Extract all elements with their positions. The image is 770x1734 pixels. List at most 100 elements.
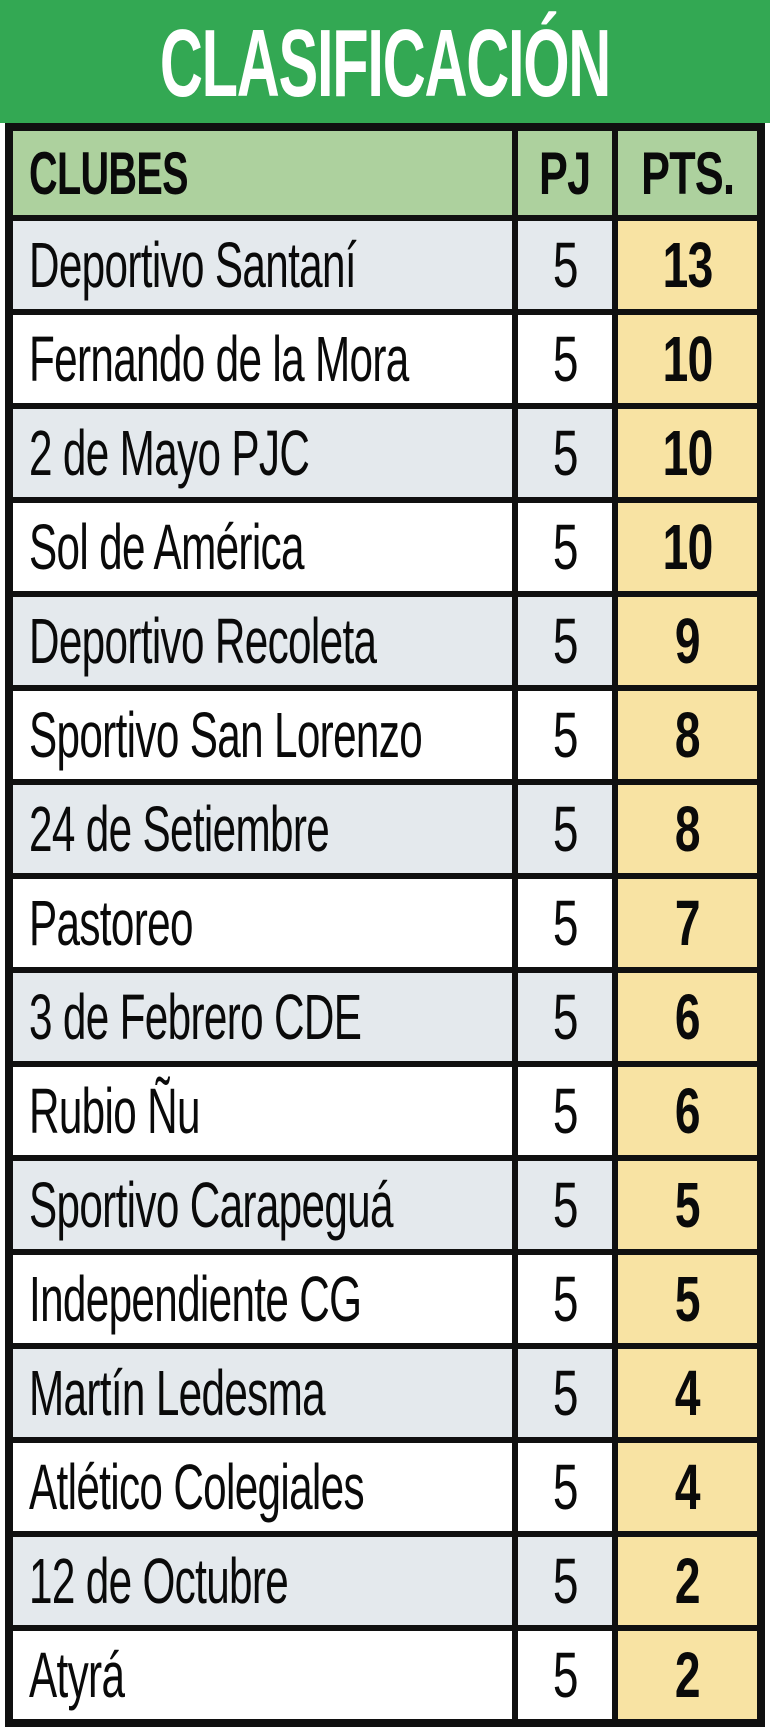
club-cell: Sportivo Carapeguá [6,1155,518,1255]
pj-cell: 5 [512,497,618,597]
pj-cell: 5 [512,1343,618,1443]
pts-cell: 9 [612,591,764,691]
table-row: 2 de Mayo PJC 5 10 [6,403,764,503]
pj-value: 5 [552,887,579,959]
pj-cell: 5 [512,591,618,691]
pts-value: 13 [662,229,714,301]
title-banner: CLASIFICACIÓN [0,0,770,123]
table-row: 3 de Febrero CDE 5 6 [6,967,764,1067]
column-header-clubs-label: CLUBES [29,139,189,207]
pts-cell: 10 [612,309,764,409]
club-name: Pastoreo [29,887,193,959]
pts-value: 10 [662,511,714,583]
pj-cell: 5 [512,1249,618,1349]
pts-cell: 7 [612,873,764,973]
club-name: 3 de Febrero CDE [29,981,362,1053]
table-row: Martín Ledesma 5 4 [6,1343,764,1443]
club-name: 24 de Setiembre [29,793,330,865]
pj-value: 5 [552,1545,579,1617]
club-name: Rubio Ñu [29,1075,200,1147]
pts-cell: 6 [612,967,764,1067]
club-cell: 3 de Febrero CDE [6,967,518,1067]
pts-cell: 4 [612,1343,764,1443]
club-cell: Rubio Ñu [6,1061,518,1161]
club-name: Sportivo San Lorenzo [29,699,423,771]
pts-cell: 8 [612,685,764,785]
pj-value: 5 [552,1451,579,1523]
pj-cell: 5 [512,403,618,503]
club-name: Sportivo Carapeguá [29,1169,393,1241]
club-name: Independiente CG [29,1263,362,1335]
standings-table-wrap: CLUBES PJ PTS. Deportivo Santaní 5 13 Fe… [5,123,765,1727]
pj-cell: 5 [512,779,618,879]
pj-value: 5 [552,605,579,677]
pj-cell: 5 [512,215,618,315]
table-header: CLUBES PJ PTS. [6,124,764,221]
pj-value: 5 [552,229,579,301]
club-cell: Fernando de la Mora [6,309,518,409]
pts-value: 5 [675,1169,701,1241]
club-name: Fernando de la Mora [29,323,409,395]
pj-cell: 5 [512,967,618,1067]
pts-cell: 5 [612,1249,764,1349]
pts-value: 2 [675,1545,701,1617]
table-row: Atyrá 5 2 [6,1625,764,1726]
club-cell: 2 de Mayo PJC [6,403,518,503]
pj-value: 5 [552,793,579,865]
pj-cell: 5 [512,1155,618,1255]
pts-value: 10 [662,323,714,395]
club-cell: Independiente CG [6,1249,518,1349]
table-row: Sol de América 5 10 [6,497,764,597]
pts-value: 10 [662,417,714,489]
standings-table: CLUBES PJ PTS. Deportivo Santaní 5 13 Fe… [5,123,765,1727]
pj-cell: 5 [512,685,618,785]
pts-cell: 10 [612,403,764,503]
pj-cell: 5 [512,1531,618,1631]
pts-value: 2 [675,1639,701,1711]
table-row: Sportivo Carapeguá 5 5 [6,1155,764,1255]
table-row: Sportivo San Lorenzo 5 8 [6,685,764,785]
pts-cell: 13 [612,215,764,315]
pj-value: 5 [552,1169,579,1241]
pts-value: 4 [675,1357,701,1429]
pts-value: 8 [675,699,701,771]
table-row: Rubio Ñu 5 6 [6,1061,764,1161]
table-row: Independiente CG 5 5 [6,1249,764,1349]
pj-cell: 5 [512,1437,618,1537]
pts-value: 9 [675,605,701,677]
pts-value: 5 [675,1263,701,1335]
table-row: Deportivo Recoleta 5 9 [6,591,764,691]
club-cell: Atyrá [6,1625,518,1726]
pj-cell: 5 [512,1061,618,1161]
club-cell: Sol de América [6,497,518,597]
pj-value: 5 [552,1263,579,1335]
pts-cell: 8 [612,779,764,879]
club-name: Deportivo Recoleta [29,605,377,677]
table-row: 24 de Setiembre 5 8 [6,779,764,879]
pj-value: 5 [552,1075,579,1147]
pts-cell: 6 [612,1061,764,1161]
club-name: Sol de América [29,511,305,583]
club-name: Deportivo Santaní [29,229,357,301]
pts-value: 8 [675,793,701,865]
column-header-pj: PJ [512,124,618,221]
club-cell: Deportivo Santaní [6,215,518,315]
club-cell: Deportivo Recoleta [6,591,518,691]
pts-value: 6 [675,1075,701,1147]
page-title: CLASIFICACIÓN [159,9,611,117]
club-name: Martín Ledesma [29,1357,326,1429]
pj-value: 5 [552,511,579,583]
pts-cell: 2 [612,1531,764,1631]
table-row: Pastoreo 5 7 [6,873,764,973]
standings-body: Deportivo Santaní 5 13 Fernando de la Mo… [6,215,764,1726]
club-name: 12 de Octubre [29,1545,289,1617]
pj-value: 5 [552,1357,579,1429]
column-header-pts-label: PTS. [640,139,735,207]
club-cell: 24 de Setiembre [6,779,518,879]
pj-cell: 5 [512,1625,618,1726]
pts-cell: 2 [612,1625,764,1726]
pj-value: 5 [552,981,579,1053]
pj-value: 5 [552,417,579,489]
pj-cell: 5 [512,873,618,973]
pj-value: 5 [552,1639,579,1711]
